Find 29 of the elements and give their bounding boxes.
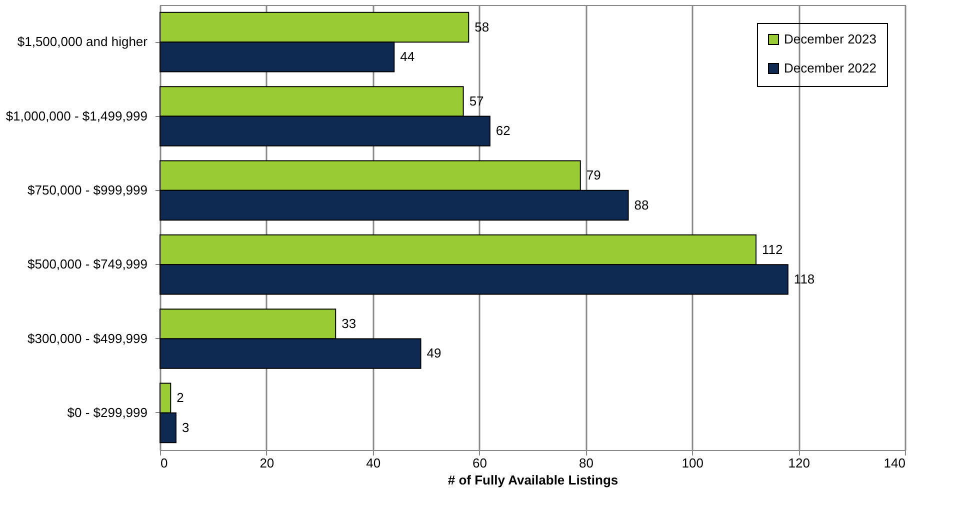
x-tick-label: 80 bbox=[578, 456, 594, 470]
y-tick-label: $0 - $299,999 bbox=[67, 404, 148, 420]
data-label: 118 bbox=[794, 271, 815, 286]
x-tick-label: 0 bbox=[160, 456, 168, 470]
y-tick-label: $500,000 - $749,999 bbox=[28, 256, 148, 272]
data-label: 44 bbox=[400, 48, 415, 64]
data-label: 62 bbox=[496, 123, 510, 138]
x-tick-label: 60 bbox=[472, 456, 488, 470]
y-tick-label: $750,000 - $999,999 bbox=[28, 182, 148, 198]
data-label: 3 bbox=[182, 420, 190, 435]
data-label: 79 bbox=[586, 168, 601, 183]
data-label: 88 bbox=[634, 197, 649, 212]
x-tick-label: 140 bbox=[884, 456, 906, 470]
y-tick-label: $300,000 - $499,999 bbox=[28, 330, 148, 346]
x-tick-label: 20 bbox=[260, 456, 274, 470]
x-axis-title: # of Fully Available Listings bbox=[448, 472, 618, 488]
y-tick-label: $1,000,000 - $1,499,999 bbox=[6, 108, 148, 124]
data-label: 58 bbox=[474, 19, 490, 34]
y-tick-label: $1,500,000 and higher bbox=[17, 34, 148, 50]
x-tick-label: 120 bbox=[788, 456, 810, 470]
data-label: 33 bbox=[342, 316, 356, 331]
legend-label: December 2022 bbox=[784, 60, 876, 76]
x-tick-label: 40 bbox=[366, 456, 381, 470]
data-label: 2 bbox=[176, 390, 184, 406]
data-label: 112 bbox=[762, 242, 783, 257]
data-label: 49 bbox=[426, 346, 442, 361]
legend-label: December 2023 bbox=[784, 32, 876, 46]
data-label: 57 bbox=[469, 93, 484, 108]
x-tick-label: 100 bbox=[682, 456, 704, 470]
